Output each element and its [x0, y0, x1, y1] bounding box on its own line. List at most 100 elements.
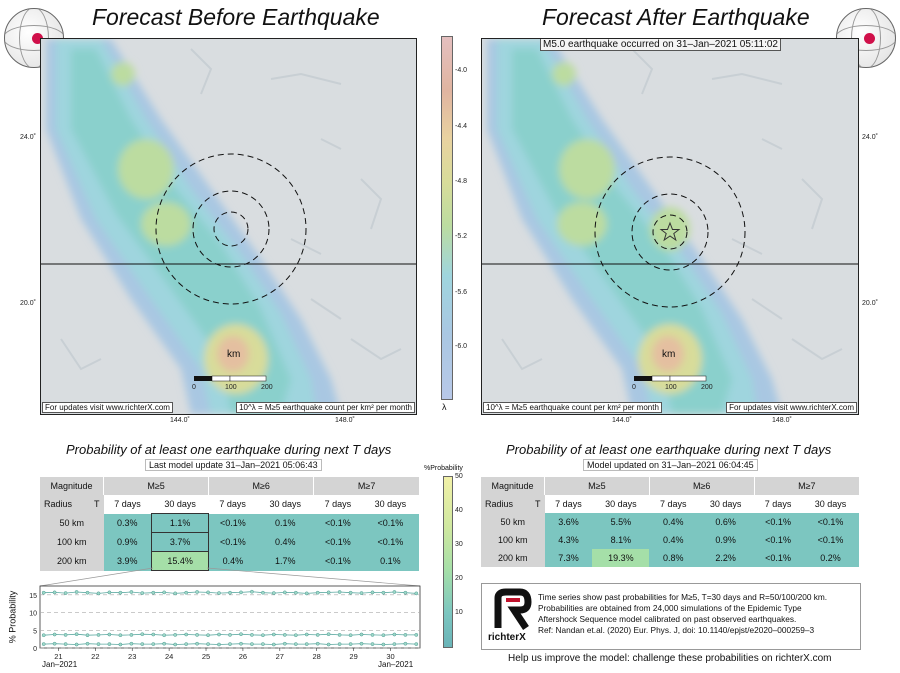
x-tick-label: 30	[386, 652, 394, 661]
richterx-logo-icon	[494, 588, 532, 630]
data-point	[304, 591, 309, 596]
prob-tick-30: 30	[455, 541, 463, 548]
prob-cell: 19.3%	[592, 549, 650, 567]
data-point	[392, 632, 397, 637]
left-table-update: Last model update 31–Jan–2021 05:06:43	[145, 459, 322, 471]
data-point	[173, 633, 178, 637]
data-point	[129, 633, 134, 637]
table-row: 50 km 0.3% 1.1% <0.1% 0.1% <0.1% <0.1%	[40, 513, 419, 533]
scale-tick-0: 0	[192, 384, 196, 391]
data-point	[184, 632, 189, 637]
scale-tick-100: 100	[225, 384, 237, 391]
scale-unit-label: km	[227, 349, 241, 360]
x-tick-label: 26	[239, 652, 247, 661]
period-header: 30 days	[374, 499, 407, 510]
time-series-chart: 15 10 5 0 21 22 23 24 25 26 27 28 29 30	[29, 567, 421, 661]
data-point	[52, 590, 57, 595]
right-forecast-map[interactable]: M5.0 earthquake occurred on 31–Jan–2021 …	[481, 38, 859, 415]
prob-cell: 0.4%	[256, 532, 314, 552]
data-point	[74, 642, 79, 647]
prob-cell: 7.3%	[544, 549, 593, 567]
data-point	[41, 633, 46, 638]
prob-cell: <0.1%	[361, 513, 419, 533]
prob-cell: 0.4%	[649, 531, 698, 549]
x-start-label: Jan–2021	[42, 660, 78, 669]
y-tick-label: 10	[29, 611, 37, 618]
data-point	[195, 590, 199, 594]
data-point	[129, 590, 134, 594]
data-point	[52, 632, 57, 637]
prob-cell: 0.4%	[649, 513, 698, 531]
period-header: 30 days	[814, 499, 847, 509]
data-point	[392, 590, 397, 594]
data-point	[118, 642, 123, 647]
data-point	[315, 590, 320, 595]
prob-cell: 0.3%	[103, 513, 152, 533]
right-table-subtitle: Probability of at least one earthquake d…	[506, 442, 832, 457]
data-point	[140, 591, 145, 595]
data-point	[293, 590, 298, 595]
help-link[interactable]: Help us improve the model: challenge the…	[508, 653, 832, 664]
data-point	[348, 642, 353, 646]
data-point	[261, 642, 265, 646]
period-header: 7 days	[659, 499, 687, 509]
data-point	[271, 642, 276, 647]
x-end-label: Jan–2021	[378, 660, 414, 669]
scale-tick-200-right: 200	[701, 384, 713, 391]
data-point	[162, 641, 167, 646]
data-point	[359, 632, 364, 637]
prob-cell: <0.1%	[313, 532, 362, 552]
data-point	[239, 632, 243, 637]
data-point	[348, 633, 353, 638]
x-tick-label: 29	[349, 652, 357, 661]
data-point	[228, 633, 232, 637]
lon-label-148-right: 148.0˚	[772, 417, 792, 424]
data-point	[63, 591, 68, 595]
x-tick-label: 22	[91, 652, 99, 661]
data-point	[173, 642, 178, 647]
left-forecast-map[interactable]: km 0 100 200 For updates visit www.richt…	[40, 38, 417, 415]
data-point	[52, 641, 57, 646]
data-point	[206, 642, 210, 646]
data-point	[96, 633, 101, 637]
prob-cell: 3.9%	[103, 551, 152, 571]
data-point	[326, 590, 331, 595]
x-tick-label: 28	[313, 652, 321, 661]
data-point	[228, 642, 232, 646]
data-point	[173, 591, 178, 596]
radius-cell: 100 km	[40, 532, 104, 552]
mag-header: Magnitude	[481, 477, 545, 495]
data-point	[96, 591, 101, 596]
data-point	[118, 633, 123, 638]
data-point	[304, 642, 309, 646]
data-point	[370, 642, 375, 646]
data-point	[359, 641, 364, 646]
info-line: Ref: Nandan et.al. (2020) Eur. Phys. J, …	[538, 625, 815, 635]
data-point	[282, 590, 287, 595]
mag-m6: M≥6	[208, 477, 315, 495]
y-tick-label: 5	[33, 628, 37, 635]
prob-colorbar-label: %Probability	[424, 465, 463, 472]
prob-cell: <0.1%	[361, 532, 419, 552]
prob-cell: 15.4%	[151, 551, 210, 571]
data-point	[326, 632, 331, 637]
prob-cell: 5.5%	[592, 513, 650, 531]
data-point	[41, 590, 46, 595]
prob-cell: 0.9%	[103, 532, 152, 552]
scale-tick-200: 200	[261, 384, 273, 391]
prob-cell: 3.7%	[151, 532, 210, 552]
data-point	[85, 641, 90, 646]
x-tick-label: 23	[128, 652, 136, 661]
period-header: 7 days	[764, 499, 792, 509]
data-point	[282, 633, 287, 637]
mag-m7: M≥7	[754, 477, 859, 495]
data-point	[63, 633, 68, 637]
data-point	[107, 590, 112, 595]
prob-cell: 0.9%	[697, 531, 755, 549]
cbar-tick-4.0: -4.0	[455, 67, 468, 74]
data-point	[162, 590, 167, 595]
prob-tick-20: 20	[455, 575, 463, 582]
data-point	[206, 633, 210, 638]
cbar-tick-4.8: -4.8	[455, 178, 468, 185]
prob-cell: 0.6%	[697, 513, 755, 531]
